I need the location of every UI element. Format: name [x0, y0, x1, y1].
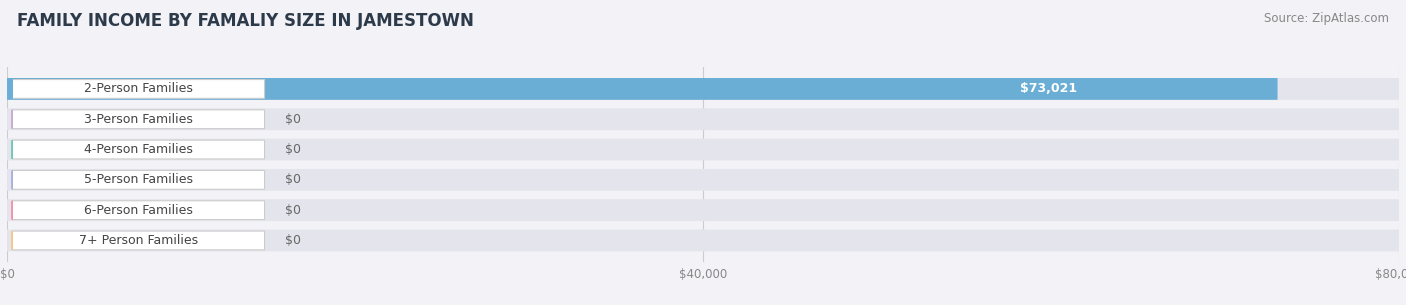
- Text: $73,021: $73,021: [1021, 82, 1077, 95]
- Text: 6-Person Families: 6-Person Families: [84, 204, 193, 217]
- FancyBboxPatch shape: [7, 199, 1399, 221]
- Text: $0: $0: [285, 204, 301, 217]
- FancyBboxPatch shape: [13, 231, 264, 250]
- FancyBboxPatch shape: [7, 108, 1399, 130]
- FancyBboxPatch shape: [7, 139, 1399, 160]
- Text: 3-Person Families: 3-Person Families: [84, 113, 193, 126]
- FancyBboxPatch shape: [13, 140, 264, 159]
- Text: $0: $0: [285, 173, 301, 186]
- Text: Source: ZipAtlas.com: Source: ZipAtlas.com: [1264, 12, 1389, 25]
- FancyBboxPatch shape: [13, 170, 264, 189]
- Text: 7+ Person Families: 7+ Person Families: [79, 234, 198, 247]
- Text: $0: $0: [285, 143, 301, 156]
- Text: 2-Person Families: 2-Person Families: [84, 82, 193, 95]
- FancyBboxPatch shape: [13, 201, 264, 220]
- FancyBboxPatch shape: [13, 110, 264, 129]
- FancyBboxPatch shape: [7, 169, 1399, 191]
- FancyBboxPatch shape: [13, 80, 264, 98]
- Text: $0: $0: [285, 234, 301, 247]
- FancyBboxPatch shape: [7, 78, 1399, 100]
- Text: FAMILY INCOME BY FAMALIY SIZE IN JAMESTOWN: FAMILY INCOME BY FAMALIY SIZE IN JAMESTO…: [17, 12, 474, 30]
- FancyBboxPatch shape: [7, 78, 1278, 100]
- Text: $0: $0: [285, 113, 301, 126]
- FancyBboxPatch shape: [7, 230, 1399, 251]
- Text: 4-Person Families: 4-Person Families: [84, 143, 193, 156]
- Text: 5-Person Families: 5-Person Families: [84, 173, 193, 186]
